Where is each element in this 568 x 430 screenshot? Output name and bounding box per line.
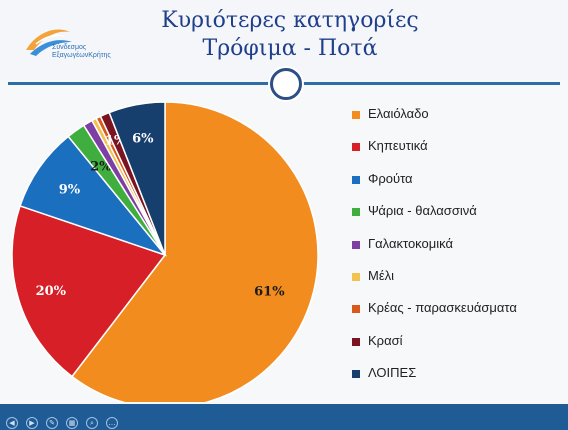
presentation-toolbar: ◀ ▶ ✎ ▦ ⌕ … [0, 404, 568, 430]
legend-item: Κρασί [352, 333, 562, 365]
legend-label: Κηπευτικά [368, 138, 428, 154]
logo-text-line2: ΕξαγωγέωνΚρήτης [52, 52, 111, 59]
logo [20, 20, 130, 66]
more-icon[interactable]: … [106, 417, 118, 429]
legend-item: Κηπευτικά [352, 138, 562, 170]
header-circle-ornament [270, 68, 302, 100]
slides-icon[interactable]: ▦ [66, 417, 78, 429]
legend-item: ΛΟΙΠΕΣ [352, 365, 562, 397]
legend-item: Μέλι [352, 268, 562, 300]
pie-chart: 61%20%9%2%1% 6% [11, 101, 319, 402]
legend-swatch [352, 240, 360, 249]
pie-data-label-3: 9% [59, 183, 81, 198]
pie-slice-3 [19, 135, 168, 257]
pen-icon[interactable]: ✎ [46, 417, 58, 429]
legend-swatch [352, 111, 360, 119]
search-icon[interactable]: ⌕ [86, 417, 98, 429]
pie-data-label-2: 20% [36, 284, 67, 299]
legend-item: Γαλακτοκομικά [352, 236, 562, 268]
chart-legend: Ελαιόλαδο Κηπευτικά Φρούτα Ψάρια - θαλασσιν… [352, 106, 562, 398]
legend-label: Μέλι [368, 267, 395, 283]
forward-icon[interactable]: ▶ [26, 417, 38, 429]
legend-label: Γαλακτοκομικά [368, 235, 453, 251]
legend-item: Φρούτα [352, 171, 562, 203]
legend-swatch [352, 370, 360, 379]
legend-item: Ψάρια - θαλασσινά [352, 203, 562, 235]
pie-slice-2 [11, 204, 167, 378]
slide-header: Σύνδεσμος ΕξαγωγέωνΚρήτης Κυριότερες κατ… [0, 0, 568, 80]
legend-label: Ελαιόλαδο [368, 106, 429, 121]
pie-data-label-1: 61% [254, 284, 285, 299]
logo-text-line1: Σύνδεσμος [52, 44, 87, 51]
legend-swatch [352, 175, 360, 184]
legend-item: Κρέας - παρασκευάσματα [352, 300, 562, 332]
legend-label: ΛΟΙΠΕΣ [368, 365, 417, 381]
pie-slice-9 [108, 101, 166, 256]
legend-label: Κρέας - παρασκευάσματα [368, 300, 517, 316]
slide-title-line2: Τρόφιμα - Ποτά [202, 36, 378, 61]
back-icon[interactable]: ◀ [6, 417, 18, 429]
logo-text: Σύνδεσμος ΕξαγωγέωνΚρήτης [52, 44, 111, 60]
pie-data-label-9: 6% [132, 132, 154, 147]
logo-swoosh-icon [26, 29, 72, 56]
legend-label: Κρασί [368, 332, 403, 348]
legend-swatch [352, 305, 360, 314]
toolbar-icons: ◀ ▶ ✎ ▦ ⌕ … [6, 410, 126, 429]
pie-slice-1 [70, 101, 319, 402]
legend-item: Ελαιόλαδο [352, 106, 562, 138]
legend-swatch [352, 272, 360, 281]
legend-swatch [352, 337, 360, 346]
legend-swatch [352, 208, 360, 217]
legend-label: Ψάρια - θαλασσινά [368, 203, 477, 219]
legend-swatch [352, 143, 360, 152]
slide-title-line1: Κυριότερες κατηγορίες [161, 8, 419, 33]
legend-label: Φρούτα [368, 170, 413, 186]
